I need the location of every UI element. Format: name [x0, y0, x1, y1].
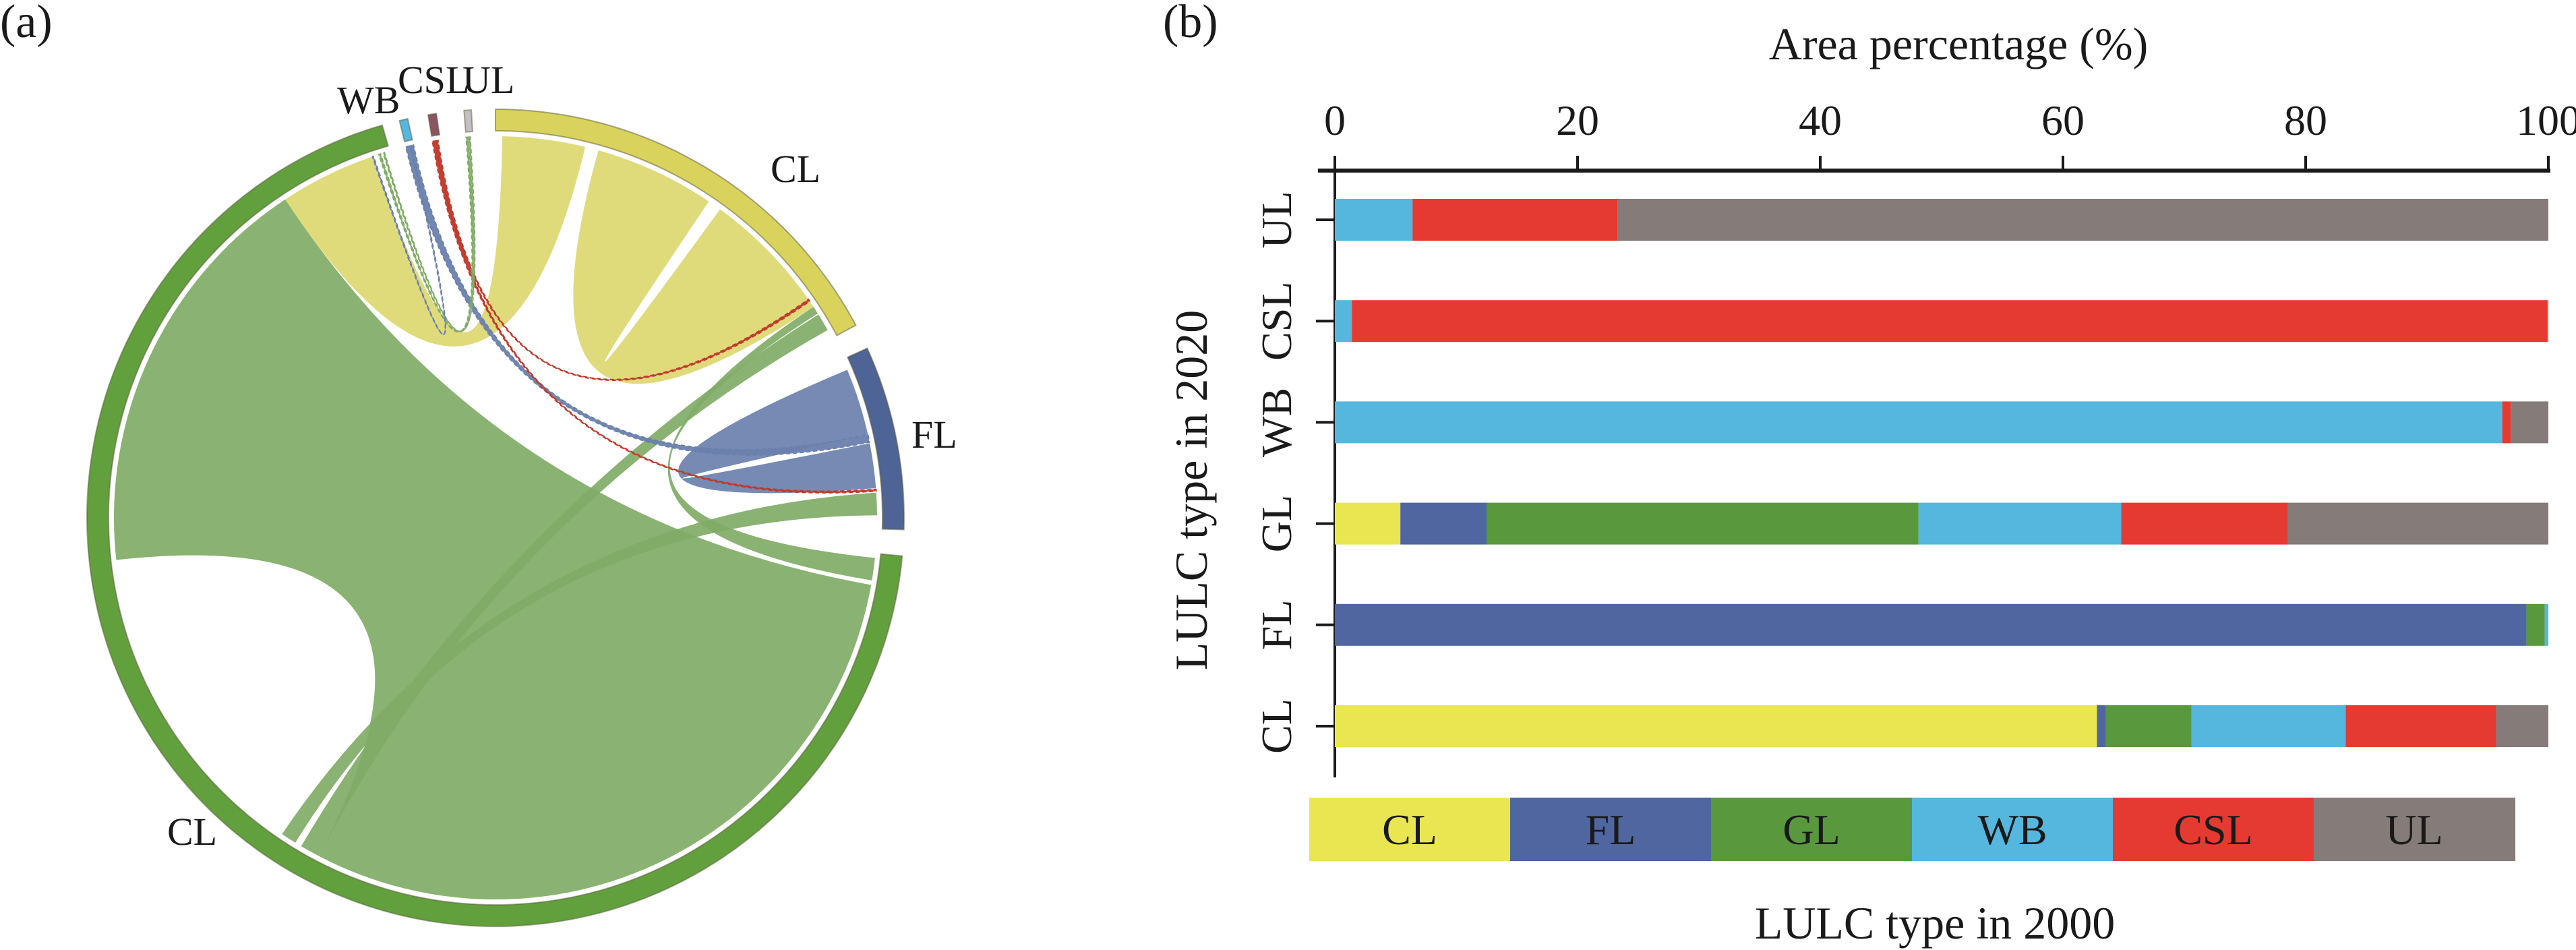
bar-segment-ul-ul [1617, 199, 2548, 241]
sector-label-wb: WB [337, 78, 400, 122]
chord-sectors [86, 108, 905, 927]
chord-ribbons [114, 136, 877, 899]
bar-segment-fl-gl [2526, 603, 2545, 646]
legend-label: WB [1977, 806, 2047, 854]
sector-arc-wb [398, 117, 413, 143]
bar-segment-gl-wb [1918, 502, 2122, 545]
bar-segment-cl-fl [2097, 705, 2105, 747]
y-category-label: UL [1253, 191, 1300, 248]
bar-segment-wb-wb [1335, 401, 2503, 444]
x-tick-label: 20 [1556, 96, 1599, 144]
legend-label: GL [1783, 806, 1840, 854]
bar-segment-fl-fl [1335, 603, 2527, 646]
x-tick-label: 80 [2284, 96, 2327, 144]
chord-ribbon-ul-gl [382, 136, 476, 332]
x-tick-label: 60 [2041, 96, 2085, 144]
bar-row-ul [1335, 199, 2548, 241]
x-tick-label: 0 [1324, 96, 1346, 144]
bar-segment-csl-ul [2547, 300, 2548, 343]
y-category-label: FL [1253, 599, 1300, 650]
chord-ribbon-csl-cl [435, 140, 811, 381]
legend-item-cl: CL [1309, 798, 1511, 861]
sector-label-gl: CL [167, 810, 217, 854]
y-category-label: GL [1253, 495, 1300, 552]
bar-segment-fl-wb [2544, 603, 2548, 646]
chord-ribbon-cl-gl [285, 136, 586, 347]
legend-item-gl: GL [1711, 798, 1913, 861]
legend-swatch [1309, 798, 1511, 861]
panel-a-label: (a) [0, 0, 53, 48]
y-category-label: CSL [1253, 282, 1300, 361]
sector-arc-gl [86, 124, 903, 927]
bar-segment-cl-cl [1335, 705, 2097, 747]
chord-diagram: CL FL CL WB CSL UL [86, 58, 957, 927]
sector-arc-ul [463, 109, 474, 133]
chord-ribbon-fl-fl [678, 369, 876, 494]
bar-segment-cl-gl [2105, 705, 2192, 747]
bar-segment-gl-cl [1335, 502, 1401, 545]
legend-swatch [2113, 798, 2314, 861]
legend-swatch [1711, 798, 1913, 861]
bar-row-gl [1335, 502, 2548, 545]
sector-arc-cl [495, 108, 857, 336]
bar-segment-gl-gl [1487, 502, 1919, 545]
sector-label-fl: FL [911, 413, 957, 456]
bar-segment-ul-csl [1412, 199, 1618, 241]
x-axis-ticks: 0 20 40 60 80 100 [1324, 96, 2576, 171]
legend-label: CSL [2174, 806, 2252, 854]
sector-label-csl: CSL [398, 58, 469, 102]
legend-swatch [1510, 798, 1712, 861]
bar-segment-csl-csl [1352, 300, 2548, 343]
legend-label: CL [1382, 806, 1437, 854]
sector-label-ul: UL [462, 58, 514, 102]
bar-segment-cl-ul [2496, 705, 2548, 747]
x-tick-label: 40 [1799, 96, 1842, 144]
y-category-label: WB [1253, 388, 1300, 457]
legend-item-fl: FL [1510, 798, 1712, 861]
legend: CL FL GL WB CSL UL [1309, 798, 2515, 861]
sector-arc-csl [427, 113, 441, 138]
x-axis-title: Area percentage (%) [1769, 18, 2149, 69]
bar-row-fl [1335, 603, 2548, 646]
y-axis-title: LULC type in 2020 [1166, 310, 1217, 671]
panel-b-label: (b) [1163, 0, 1218, 48]
legend-item-ul: UL [2314, 798, 2515, 861]
chord-ribbon-cl-cl [573, 150, 814, 384]
bar-row-wb [1335, 401, 2548, 444]
y-axis-categories: UL CSL WB GL FL CL [1253, 191, 1335, 754]
legend-swatch [1912, 798, 2114, 861]
legend-title: LULC type in 2000 [1755, 897, 2116, 949]
y-category-label: CL [1253, 699, 1300, 754]
sector-arc-fl [846, 347, 905, 531]
bar-segment-wb-ul [2511, 401, 2548, 444]
bar-segment-gl-csl [2121, 502, 2287, 545]
bar-segment-cl-wb [2191, 705, 2346, 747]
bar-segment-gl-fl [1400, 502, 1487, 545]
chord-labels: CL FL CL WB CSL UL [167, 58, 957, 854]
sector-label-cl-top: CL [771, 147, 820, 191]
legend-swatch [2314, 798, 2515, 861]
legend-item-csl: CSL [2113, 798, 2314, 861]
legend-item-wb: WB [1912, 798, 2114, 861]
legend-label: FL [1586, 806, 1636, 854]
bar-row-csl [1335, 300, 2548, 343]
legend-label: UL [2385, 806, 2443, 854]
x-tick-label: 100 [2516, 96, 2576, 144]
bar-segment-ul-wb [1335, 199, 1413, 241]
chord-ribbon-wb-gl [371, 144, 446, 336]
bar-row-cl [1335, 705, 2548, 747]
bar-segment-wb-csl [2502, 401, 2511, 444]
bar-segment-gl-ul [2287, 502, 2548, 545]
bars [1335, 199, 2548, 747]
bar-segment-cl-csl [2345, 705, 2496, 747]
chord-ribbon-wb-fl [405, 144, 870, 456]
chord-ribbon-ul-gl [378, 136, 474, 333]
bar-segment-csl-wb [1335, 300, 1352, 343]
chord-ribbon-gl-gl [114, 199, 872, 899]
